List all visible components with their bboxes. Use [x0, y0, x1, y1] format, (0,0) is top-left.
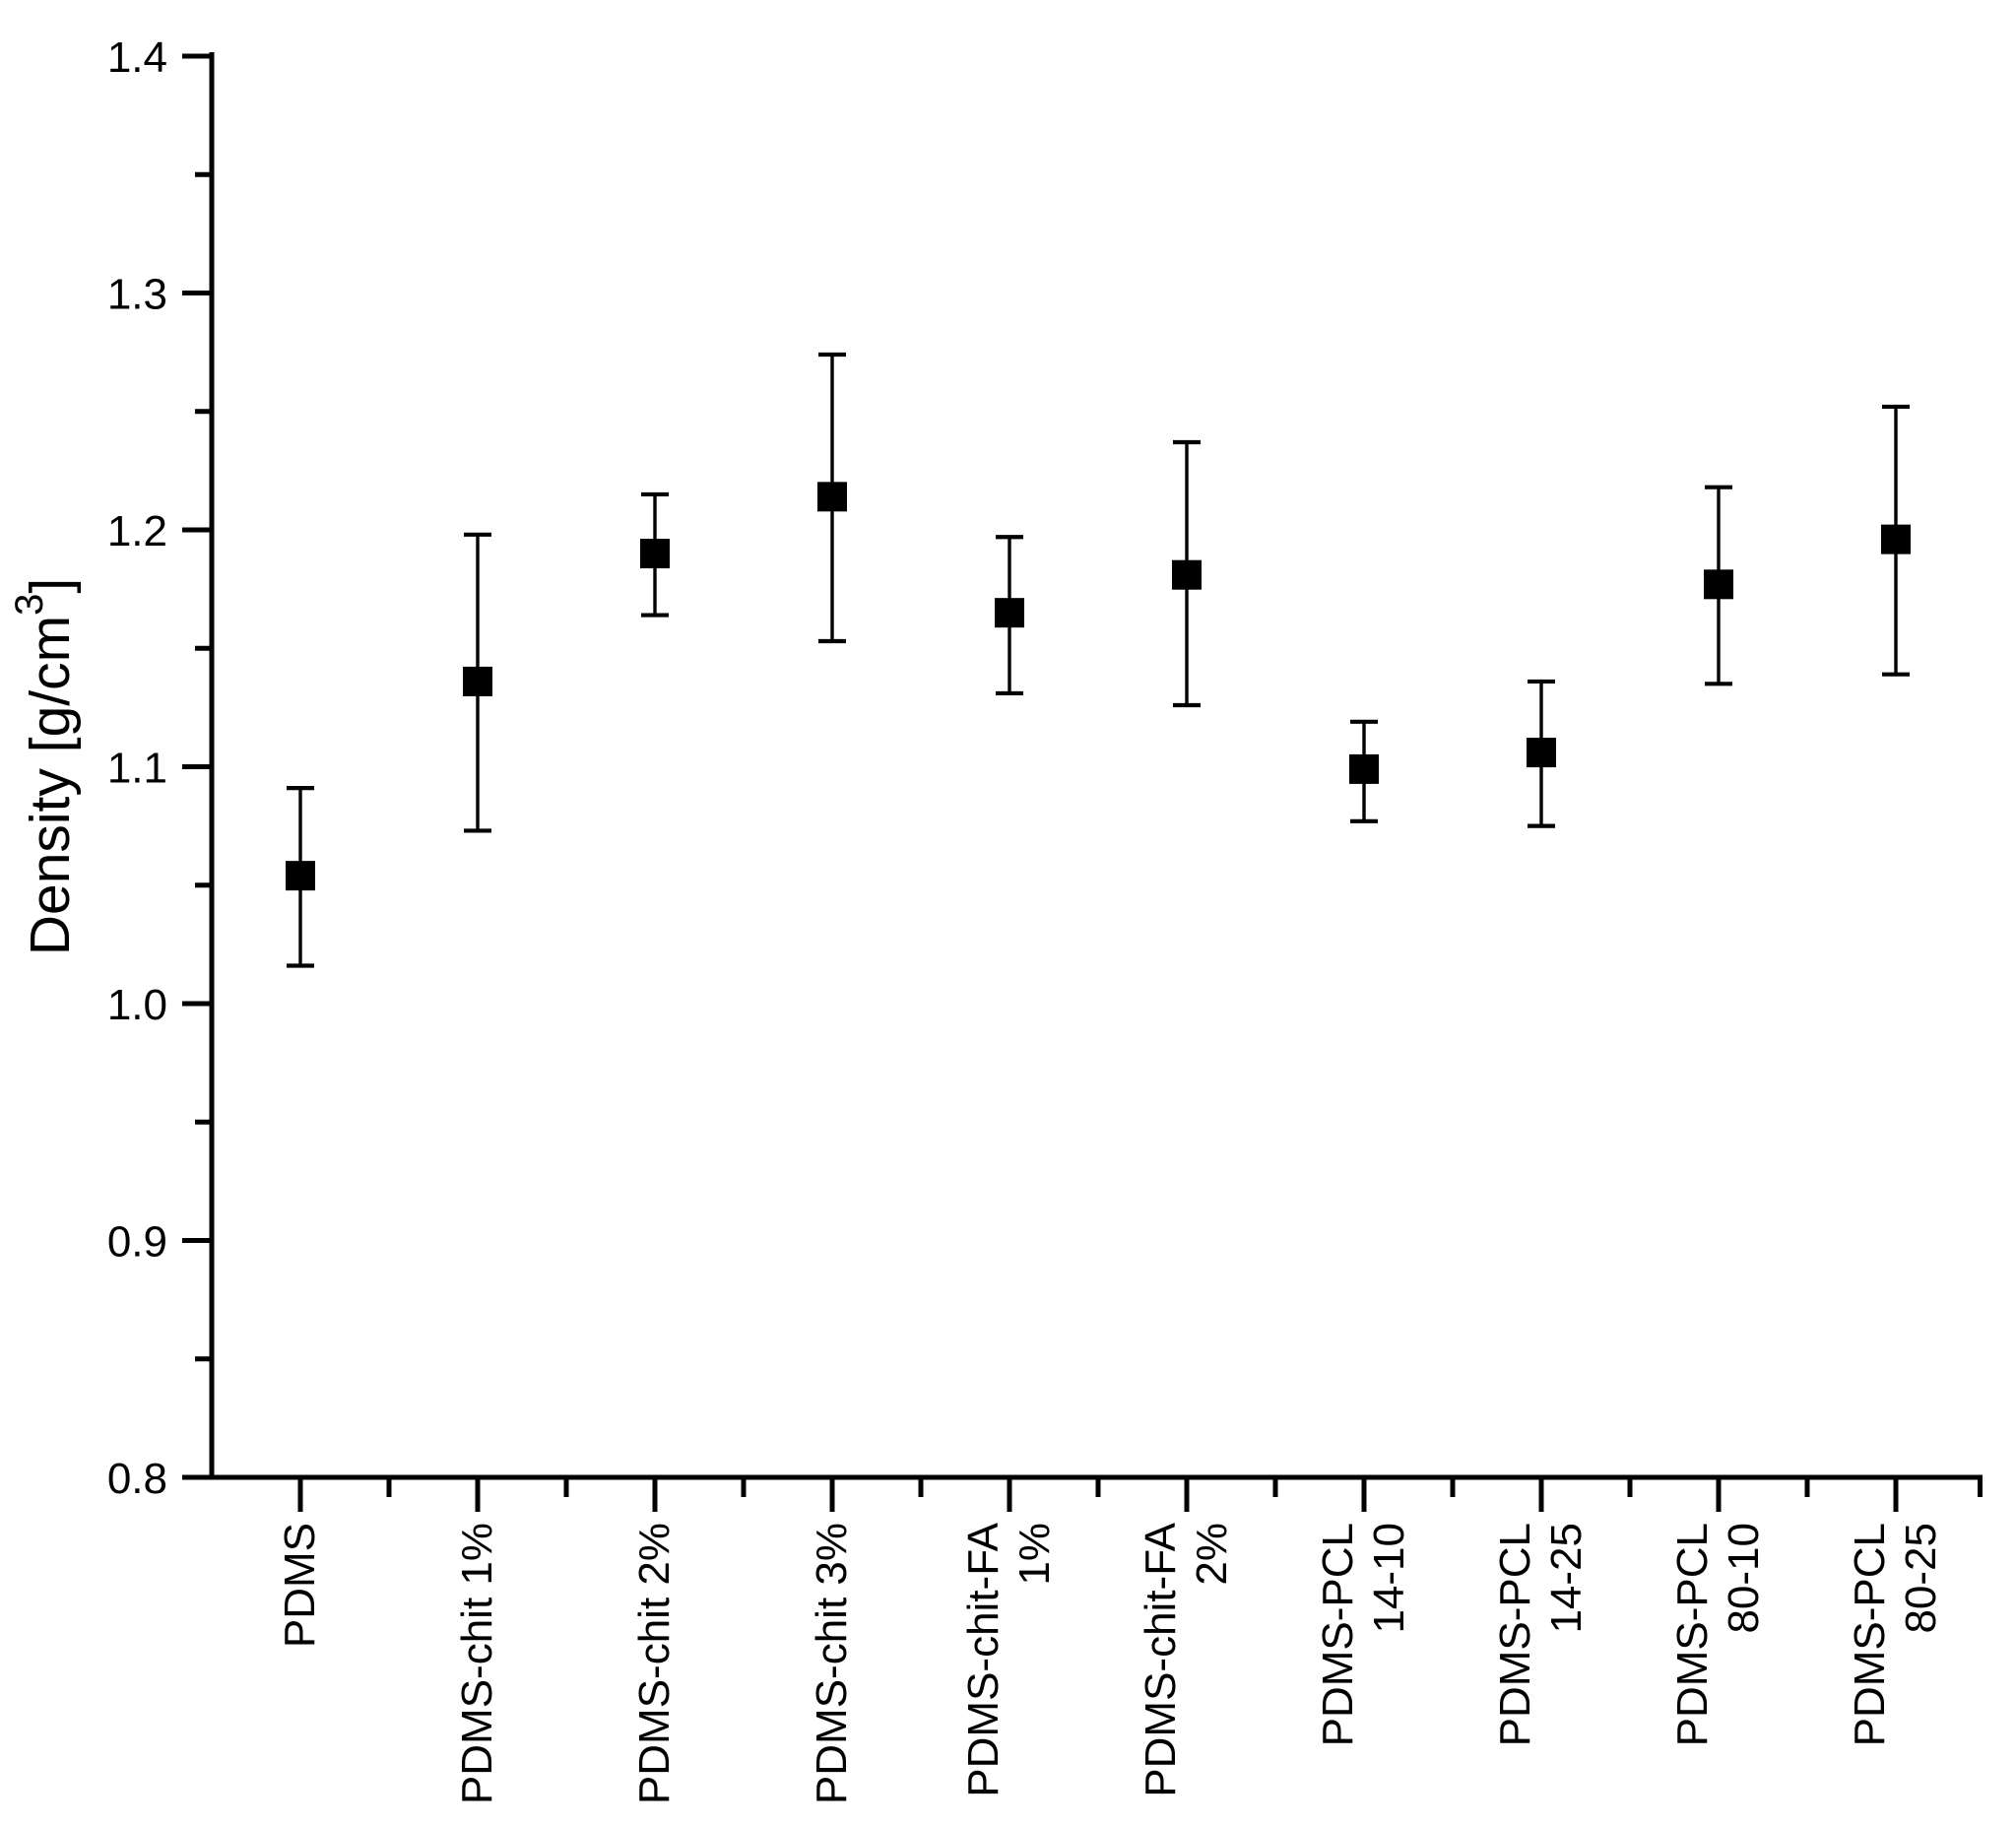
- category-label: PDMS-chit 1%: [453, 1523, 501, 1804]
- y-tick-label: 0.9: [107, 1218, 167, 1267]
- category-label-line: PDMS-chit-FA: [1137, 1522, 1185, 1796]
- data-point-marker: [995, 598, 1024, 628]
- category-label-line: 14-10: [1365, 1523, 1413, 1634]
- data-point-marker: [1349, 753, 1379, 784]
- y-tick-label: 1.4: [107, 33, 167, 82]
- category-label-line: PDMS-PCL: [1314, 1523, 1362, 1746]
- data-point-marker: [640, 539, 670, 569]
- y-axis-title-end: ]: [19, 578, 82, 594]
- category-label: PDMS-chit 3%: [808, 1523, 856, 1804]
- category-label-line: 14-25: [1542, 1523, 1591, 1634]
- y-tick-label: 1.3: [107, 271, 167, 319]
- y-tick-label: 1.0: [107, 981, 167, 1029]
- data-point-marker: [1527, 738, 1556, 768]
- y-tick-label: 0.8: [107, 1455, 167, 1503]
- category-label-line: 1%: [1010, 1523, 1059, 1586]
- y-axis-title-superscript: 3: [8, 594, 51, 616]
- y-tick-label: 1.2: [107, 507, 167, 555]
- y-tick-label: 1.1: [107, 745, 167, 793]
- category-label-line: 80-25: [1897, 1523, 1945, 1634]
- category-label-line: PDMS-chit-FA: [959, 1522, 1008, 1796]
- data-point-marker: [1881, 524, 1911, 554]
- category-label-line: PDMS-PCL: [1846, 1523, 1894, 1746]
- y-axis-title: Density [g/cm3]: [8, 578, 82, 955]
- data-point-marker: [1172, 559, 1202, 590]
- category-label-line: PDMS-PCL: [1491, 1523, 1539, 1746]
- data-point-marker: [463, 666, 492, 696]
- data-point-marker: [817, 482, 847, 512]
- y-axis-title-main: Density [g/cm: [19, 616, 82, 955]
- data-point-marker: [286, 861, 315, 891]
- category-label-line: 80-10: [1720, 1523, 1768, 1634]
- data-point-marker: [1704, 569, 1733, 600]
- category-label-line: PDMS-PCL: [1668, 1523, 1717, 1746]
- category-label: PDMS-chit 2%: [630, 1523, 679, 1804]
- category-label: PDMS: [276, 1523, 324, 1648]
- category-label-line: 2%: [1188, 1523, 1236, 1586]
